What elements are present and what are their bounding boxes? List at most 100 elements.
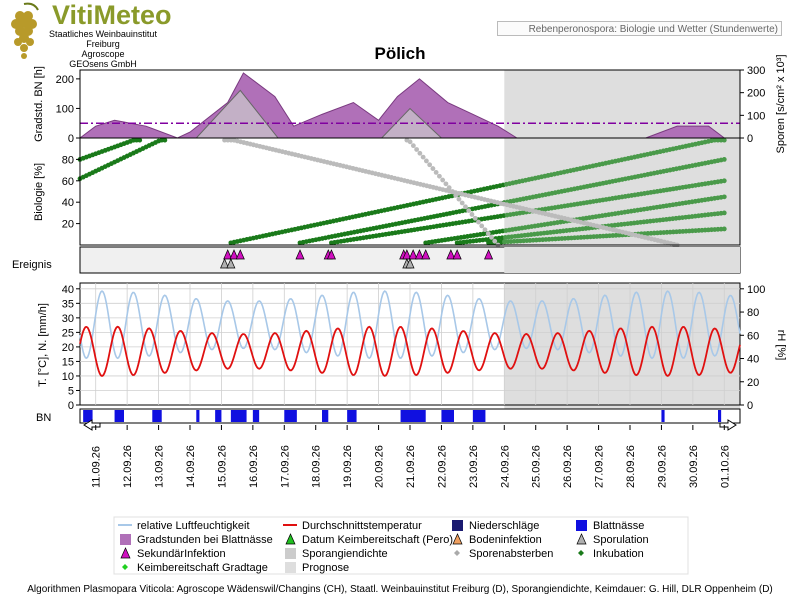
- blattnaesse-bar: [215, 410, 222, 422]
- inkubation-point: [721, 210, 727, 216]
- logo-line-2: Agroscope: [81, 49, 125, 59]
- sporenabsterben-point: [433, 169, 439, 175]
- xtick-label: 27.09.26: [594, 445, 606, 488]
- inkubation-series: [77, 137, 143, 162]
- legend: relative Luftfeuchtigkeit Durchschnittste…: [113, 516, 689, 575]
- triangle-magenta-swatch: [120, 547, 131, 559]
- blattnaesse-bar: [196, 410, 200, 422]
- inkubation-point: [137, 137, 143, 143]
- inkubation-point: [721, 157, 727, 162]
- sporenabsterben-point: [440, 177, 446, 183]
- report-subtitle: Rebenperonospora: Biologie und Wetter (S…: [497, 21, 782, 36]
- blattnaesse-bar: [441, 410, 454, 422]
- triangle-gray-swatch: [576, 533, 587, 545]
- sporenabsterben-point: [489, 234, 494, 240]
- sporenabsterben-point: [430, 166, 436, 171]
- legend-label: Sporulation: [593, 534, 649, 546]
- square-purple-swatch: [120, 534, 131, 545]
- sporenabsterben-point: [437, 173, 442, 179]
- blattnaesse-bar: [114, 410, 124, 422]
- sporenabsterben-point: [443, 181, 449, 187]
- ytick-label-rh: 20: [747, 377, 759, 389]
- inkubation-point: [721, 137, 727, 143]
- sporenabsterben-point: [479, 223, 485, 229]
- ytick-label-sporen: 200: [747, 88, 765, 100]
- triangle-orange-swatch: [452, 533, 463, 545]
- sporenabsterben-point: [420, 154, 426, 160]
- legend-label: Datum Keimbereitschaft (Pero): [302, 534, 453, 546]
- legend-label: Blattnässe: [593, 520, 644, 532]
- ytick-label-temperatur: 40: [62, 284, 74, 296]
- sekundaerinfektion-marker: [223, 249, 233, 260]
- inkubation-series: [77, 137, 168, 182]
- ytick-label-temperatur: 0: [68, 400, 74, 412]
- ytick-label-rh: 60: [747, 330, 759, 342]
- legend-label: Durchschnittstemperatur: [302, 520, 422, 532]
- logo-subtitle: Staatliches Weinbauinstitut Freiburg Agr…: [42, 29, 164, 69]
- ylabel-sporen: Sporen [s/cm² x 10³]: [775, 54, 787, 153]
- triangle-green-swatch: [285, 533, 296, 545]
- ereignis-prognose: [504, 247, 740, 273]
- sporenabsterben-point: [485, 231, 491, 236]
- blattnaesse-bar: [718, 410, 722, 422]
- legend-label: Niederschläge: [469, 520, 539, 532]
- ytick-label-biologie: 20: [62, 219, 74, 231]
- sporenabsterben-point: [482, 227, 488, 233]
- ytick-label-rh: 40: [747, 354, 759, 366]
- blattnaesse-bar: [661, 410, 665, 422]
- inkubation-point: [721, 226, 727, 232]
- xtick-label: 30.09.26: [688, 445, 700, 488]
- xtick-label: 16.09.26: [248, 445, 260, 488]
- humidity-line: [79, 290, 741, 360]
- xtick-label: 28.09.26: [625, 445, 637, 488]
- sporenabsterben-point: [463, 204, 468, 210]
- xtick-label: 19.09.26: [342, 445, 354, 488]
- ytick-label-temperatur: 30: [62, 313, 74, 325]
- sporulation-marker: [220, 258, 230, 269]
- ytick-label-biologie: 60: [62, 176, 74, 188]
- sekundaerinfektion-marker: [326, 249, 336, 260]
- xtick-label: 26.09.26: [562, 445, 574, 488]
- sporenabsterben-point: [427, 162, 433, 168]
- xtick-label: 12.09.26: [122, 445, 134, 488]
- square-blue-swatch: [576, 520, 587, 531]
- ylabel-gradstunden: Gradstd. BN [h]: [33, 66, 45, 142]
- ytick-label-sporen: 0: [747, 133, 753, 145]
- station-title: Pölich: [374, 44, 426, 63]
- ylabel-rh: rH [%]: [775, 330, 787, 361]
- legend-box: [113, 516, 689, 575]
- ytick-label-rh: 80: [747, 307, 759, 319]
- legend-label: Sporenabsterben: [469, 548, 553, 560]
- sekundaerinfektion-marker: [484, 249, 494, 260]
- blattnaesse-label: BN: [36, 412, 51, 424]
- sporenabsterben-point: [466, 208, 472, 214]
- sporenabsterben-series: [222, 137, 680, 248]
- temperature-line: [79, 325, 741, 378]
- square-lightgray-swatch: [285, 548, 296, 559]
- xtick-label: 25.09.26: [531, 445, 543, 488]
- xtick-label: 21.09.26: [405, 445, 417, 488]
- legend-label: SekundärInfektion: [137, 548, 226, 560]
- inkubation-series: [228, 137, 727, 246]
- blattnaesse-bar: [347, 410, 357, 422]
- sporenabsterben-point: [414, 147, 420, 152]
- sporenabsterben-point: [407, 139, 413, 145]
- sporenabsterben-point: [459, 200, 465, 206]
- ytick-label-temperatur: 15: [62, 356, 74, 368]
- xtick-label: 17.09.26: [279, 445, 291, 488]
- sekundaerinfektion-marker: [229, 249, 239, 260]
- sporulation-marker: [226, 258, 236, 269]
- square-navy-swatch: [452, 520, 463, 531]
- xtick-label: 11.09.26: [91, 446, 103, 488]
- biologie-frame: [79, 137, 741, 246]
- blattnaesse-bar: [252, 410, 260, 422]
- ytick-label-sporen: 300: [747, 65, 765, 77]
- xtick-label: 20.09.26: [374, 445, 386, 488]
- sporenabsterben-point: [446, 185, 452, 191]
- xtick-label: 22.09.26: [436, 445, 448, 488]
- ereignis-label: Ereignis: [12, 259, 52, 271]
- ytick-label-temperatur: 10: [62, 371, 74, 383]
- blattnaesse-bar: [230, 410, 247, 422]
- sporenabsterben-point: [410, 143, 416, 149]
